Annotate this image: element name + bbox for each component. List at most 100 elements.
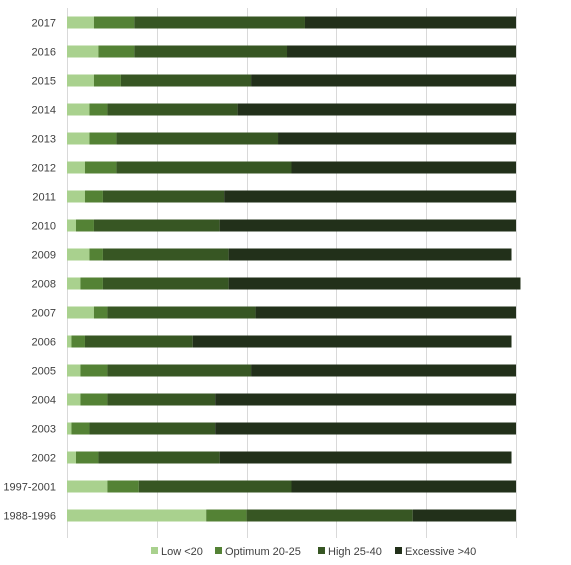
bar-1988-1996-series-1 (206, 509, 247, 522)
y-tick-label: 2011 (32, 192, 56, 204)
bar-2006-series-3 (192, 335, 512, 348)
gridlines (67, 8, 517, 538)
bar-2015-series-2 (120, 74, 252, 87)
y-tick-label: 2005 (32, 366, 56, 378)
bar-1997-2001-series-3 (291, 480, 516, 493)
bar-2006-series-1 (71, 335, 85, 348)
bar-2014-series-0 (67, 103, 90, 116)
bar-2005-series-1 (80, 364, 108, 377)
bar-2005-series-0 (67, 364, 81, 377)
y-tick-label: 2013 (32, 134, 56, 146)
legend-label-1: Optimum 20-25 (225, 546, 301, 558)
bar-2010-series-2 (93, 219, 220, 232)
bar-2011-series-0 (67, 190, 85, 203)
bar-2003-series-3 (215, 422, 517, 435)
bar-2007-series-0 (67, 306, 94, 319)
bar-2013-series-1 (89, 132, 117, 145)
bar-2012-series-3 (291, 161, 516, 174)
bar-2011-series-1 (84, 190, 103, 203)
bar-2017-series-1 (93, 16, 135, 29)
bars (67, 16, 521, 522)
bar-2004-series-1 (80, 393, 108, 406)
y-tick-label: 2010 (32, 221, 56, 233)
bar-2015-series-0 (67, 74, 94, 87)
bar-1988-1996-series-0 (67, 509, 207, 522)
y-tick-label: 2003 (32, 424, 56, 436)
bar-2017-series-3 (304, 16, 516, 29)
bar-2004-series-2 (107, 393, 216, 406)
bar-2017-series-2 (134, 16, 305, 29)
bar-2010-series-3 (219, 219, 516, 232)
bar-2006-series-2 (84, 335, 193, 348)
bar-1988-1996-series-3 (412, 509, 516, 522)
bar-2008-series-2 (102, 277, 229, 290)
y-tick-label: 1997-2001 (3, 482, 56, 494)
legend-swatch-2 (318, 547, 325, 554)
bar-2015-series-3 (251, 74, 516, 87)
legend: Low <20 Optimum 20-25 High 25-40 Excessive … (151, 546, 476, 558)
y-tick-label: 2008 (32, 279, 56, 291)
bar-2005-series-3 (251, 364, 516, 377)
bar-2014-series-1 (89, 103, 108, 116)
bar-2012-series-0 (67, 161, 85, 174)
bar-2014-series-2 (107, 103, 238, 116)
bar-2008-series-0 (67, 277, 81, 290)
bar-2012-series-2 (116, 161, 292, 174)
bar-2014-series-3 (237, 103, 516, 116)
bar-2011-series-2 (102, 190, 225, 203)
y-tick-label: 2017 (32, 18, 56, 30)
bar-2008-series-3 (228, 277, 521, 290)
bar-2009-series-1 (89, 248, 103, 261)
bar-2003-series-1 (71, 422, 90, 435)
bar-2013-series-3 (278, 132, 516, 145)
legend-label-3: Excessive >40 (405, 546, 476, 558)
legend-swatch-3 (395, 547, 402, 554)
bar-2013-series-2 (116, 132, 279, 145)
bar-1997-2001-series-0 (67, 480, 108, 493)
bar-2008-series-1 (80, 277, 103, 290)
bar-2015-series-1 (93, 74, 121, 87)
bar-2009-series-0 (67, 248, 90, 261)
bar-2006-series-0 (67, 335, 72, 348)
bar-2011-series-3 (224, 190, 516, 203)
bar-1997-2001-series-2 (138, 480, 292, 493)
legend-swatch-0 (151, 547, 158, 554)
y-tick-label: 2012 (32, 163, 56, 175)
bar-1988-1996-series-2 (246, 509, 413, 522)
bar-2010-series-0 (67, 219, 76, 232)
y-axis-labels: 2017 2016 2015 2014 2013 2012 2011 2010 2009 2008… (3, 18, 56, 523)
bar-2012-series-1 (84, 161, 117, 174)
bar-2016-series-3 (287, 45, 516, 58)
bar-2005-series-2 (107, 364, 252, 377)
y-tick-label: 2014 (32, 105, 56, 117)
bar-2003-series-0 (67, 422, 72, 435)
y-tick-label: 2015 (32, 76, 56, 88)
bar-2002-series-2 (98, 451, 220, 464)
bar-2013-series-0 (67, 132, 90, 145)
y-tick-label: 2006 (32, 337, 56, 349)
legend-swatch-1 (215, 547, 222, 554)
y-tick-label: 2002 (32, 453, 56, 465)
bar-1997-2001-series-1 (107, 480, 139, 493)
legend-label-2: High 25-40 (328, 546, 382, 558)
bar-2017-series-0 (67, 16, 94, 29)
y-tick-label: 2004 (32, 395, 56, 407)
bar-2003-series-2 (89, 422, 216, 435)
legend-label-0: Low <20 (161, 546, 203, 558)
bar-2002-series-1 (75, 451, 99, 464)
bar-2002-series-3 (219, 451, 512, 464)
bar-2010-series-1 (75, 219, 94, 232)
y-tick-label: 2016 (32, 47, 56, 59)
y-tick-label: 2009 (32, 250, 56, 262)
bar-2016-series-1 (98, 45, 135, 58)
bar-2007-series-2 (107, 306, 256, 319)
bar-2016-series-2 (134, 45, 288, 58)
bar-2002-series-0 (67, 451, 76, 464)
bar-2016-series-0 (67, 45, 99, 58)
bar-2009-series-3 (228, 248, 512, 261)
y-tick-label: 2007 (32, 308, 56, 320)
bar-2004-series-0 (67, 393, 81, 406)
bar-2007-series-1 (93, 306, 108, 319)
bar-2007-series-3 (255, 306, 516, 319)
